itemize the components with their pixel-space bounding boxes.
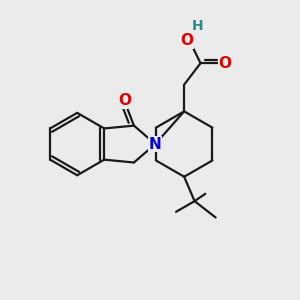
- Text: N: N: [149, 136, 162, 152]
- Text: O: O: [218, 56, 231, 71]
- Text: O: O: [180, 33, 193, 48]
- Text: H: H: [192, 20, 203, 33]
- Text: O: O: [118, 93, 131, 108]
